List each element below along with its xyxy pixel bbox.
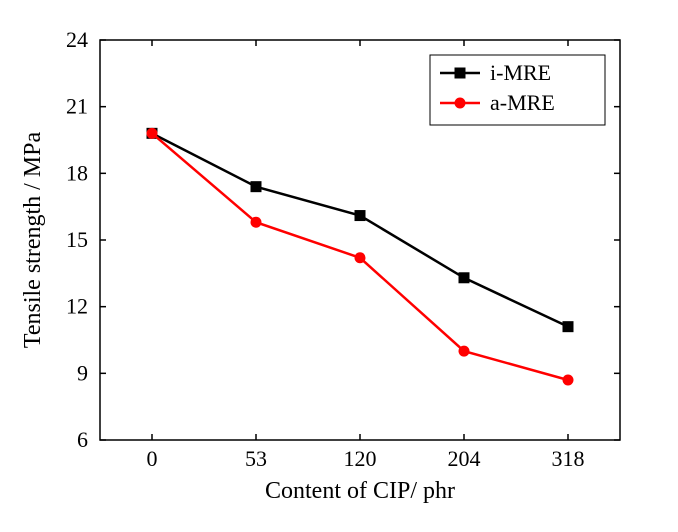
x-tick-label: 318 (552, 446, 585, 471)
marker-i-MRE (563, 321, 574, 332)
y-tick-label: 9 (77, 360, 88, 385)
y-tick-label: 21 (66, 94, 88, 119)
legend-marker-a-MRE (455, 98, 466, 109)
x-axis-title: Content of CIP/ phr (265, 478, 455, 504)
tensile-strength-chart: 0 53 120 204 318 Content of CIP/ phr 6 9 12 15 18 2… (0, 0, 678, 532)
y-tick-label: 12 (66, 294, 88, 319)
x-tick-label: 53 (245, 446, 267, 471)
y-tick-label: 18 (66, 160, 88, 185)
y-tick-label: 24 (66, 27, 88, 52)
x-tick-label: 0 (147, 446, 158, 471)
x-tick-label: 204 (448, 446, 481, 471)
marker-a-MRE (563, 375, 574, 386)
y-tick-label: 15 (66, 227, 88, 252)
legend-marker-i-MRE (455, 68, 466, 79)
x-tick-label: 120 (344, 446, 377, 471)
legend-label-a-MRE: a-MRE (490, 90, 555, 115)
marker-i-MRE (251, 181, 262, 192)
legend-label-i-MRE: i-MRE (490, 60, 551, 85)
marker-a-MRE (147, 128, 158, 139)
marker-i-MRE (459, 272, 470, 283)
y-axis-title: Tensile strength / MPa (20, 132, 46, 349)
marker-a-MRE (459, 346, 470, 357)
marker-a-MRE (251, 217, 262, 228)
y-tick-label: 6 (77, 427, 88, 452)
marker-i-MRE (355, 210, 366, 221)
marker-a-MRE (355, 252, 366, 263)
